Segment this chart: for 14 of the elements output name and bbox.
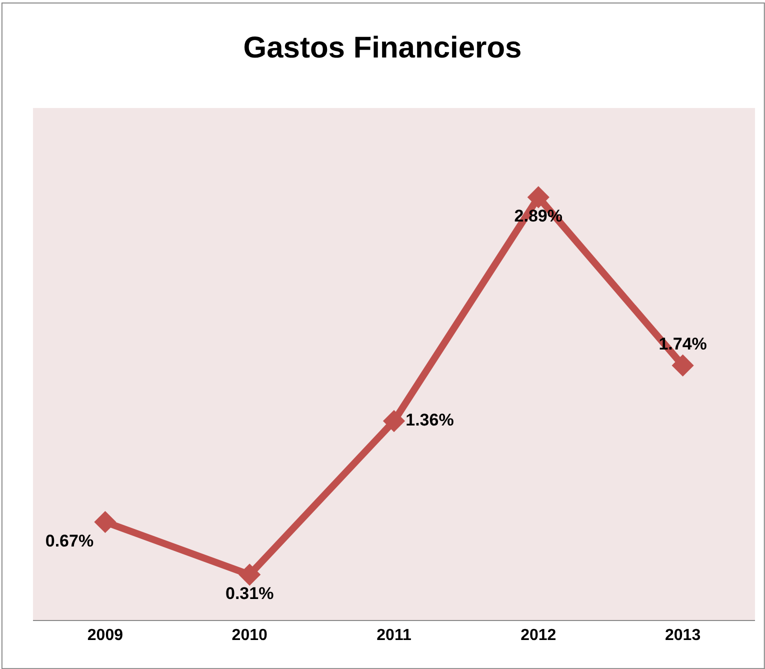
data-label: 0.31% — [226, 584, 274, 604]
chart-title: Gastos Financieros — [243, 31, 522, 64]
data-label: 1.36% — [406, 410, 454, 430]
point — [672, 354, 694, 377]
point — [382, 410, 406, 432]
x-tick-label: 2011 — [376, 627, 412, 644]
x-tick-label: 2009 — [87, 627, 124, 644]
point — [94, 510, 116, 534]
point — [238, 564, 261, 586]
x-tick-label: 2010 — [232, 627, 268, 644]
point — [527, 186, 550, 208]
data-label: 0.67% — [45, 531, 94, 550]
x-tick-label: 2013 — [665, 627, 701, 644]
x-tick-label: 2012 — [520, 627, 556, 644]
